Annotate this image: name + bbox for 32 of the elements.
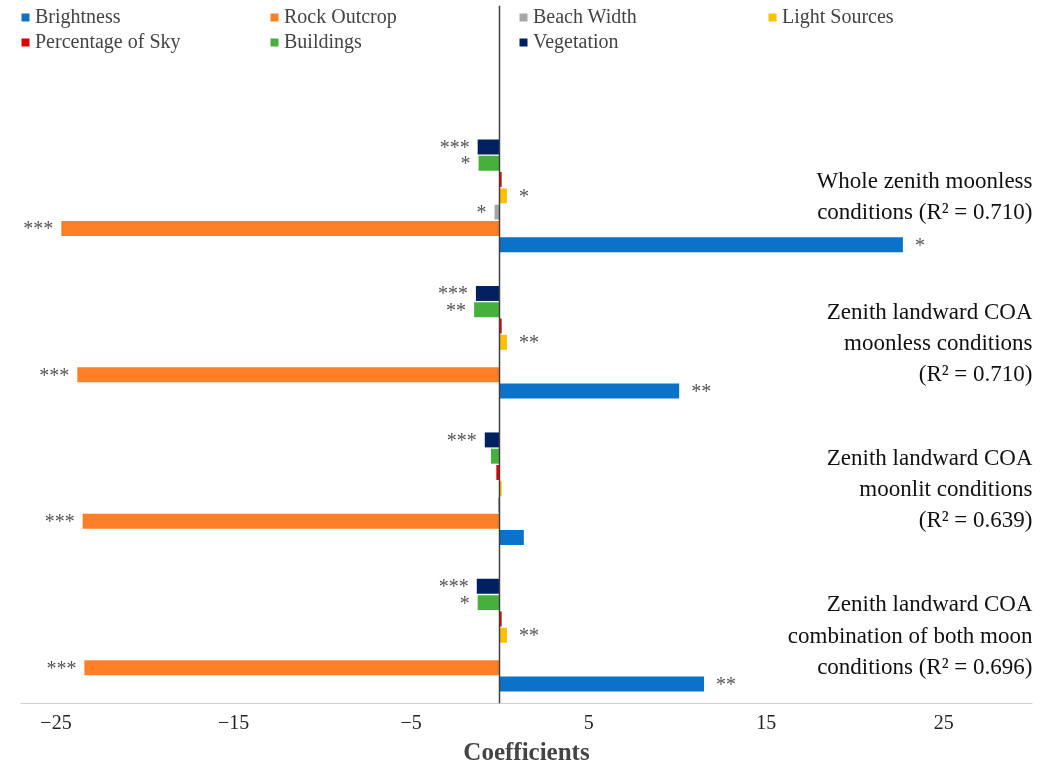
legend-label: Brightness	[35, 5, 122, 28]
data-label: *	[914, 233, 925, 256]
data-label: ***	[46, 656, 77, 679]
y-tick-label: Whole zenith moonless conditions (R² = 0.710)	[816, 167, 1033, 224]
x-tick-label: −15	[217, 710, 250, 733]
data-label: *	[476, 201, 487, 224]
data-label: **	[518, 624, 539, 647]
x-tick-label: 5	[583, 710, 594, 733]
data-label: ***	[446, 428, 477, 451]
x-tick-label: 15	[756, 710, 777, 733]
legend-label: Light Sources	[782, 5, 895, 28]
legend-label: Percentage of Sky	[35, 30, 182, 53]
y-tick-label: Zenith landward COA moonless conditions (R² = 0.710)	[826, 298, 1033, 387]
data-label: **	[446, 298, 467, 321]
x-tick-label: −5	[400, 710, 422, 733]
legend-label: Beach Width	[533, 5, 638, 28]
legend-label: Rock Outcrop	[284, 5, 398, 28]
data-label: ***	[44, 510, 75, 533]
legend-label: Buildings	[284, 30, 363, 53]
x-tick-label: −25	[40, 710, 72, 733]
y-tick-label: Zenith landward COA moonlit conditions (R² = 0.639)	[826, 444, 1033, 533]
data-label: ***	[23, 217, 54, 240]
data-label: **	[691, 380, 712, 403]
x-axis-title: Coefficients	[463, 737, 590, 765]
data-label: *	[518, 184, 529, 207]
data-label: *	[459, 591, 470, 614]
data-label: ***	[39, 363, 70, 386]
y-tick-label: Zenith landward COA combination of both moon conditions (R² = 0.696)	[787, 591, 1033, 679]
data-label: **	[716, 672, 737, 695]
x-tick-label: 25	[933, 710, 954, 733]
data-label: **	[518, 331, 539, 354]
legend-label: Vegetation	[533, 30, 620, 53]
